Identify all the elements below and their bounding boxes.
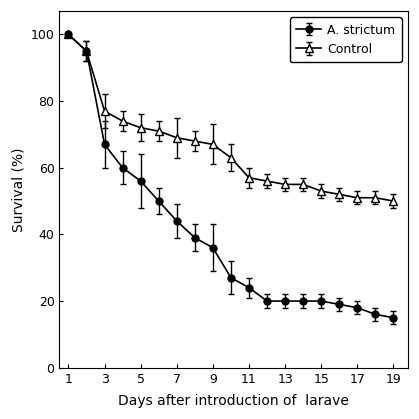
Legend: A. strictum, Control: A. strictum, Control [290, 17, 402, 62]
Y-axis label: Survival (%): Survival (%) [11, 147, 25, 232]
X-axis label: Days after introduction of  larave: Days after introduction of larave [118, 394, 349, 408]
